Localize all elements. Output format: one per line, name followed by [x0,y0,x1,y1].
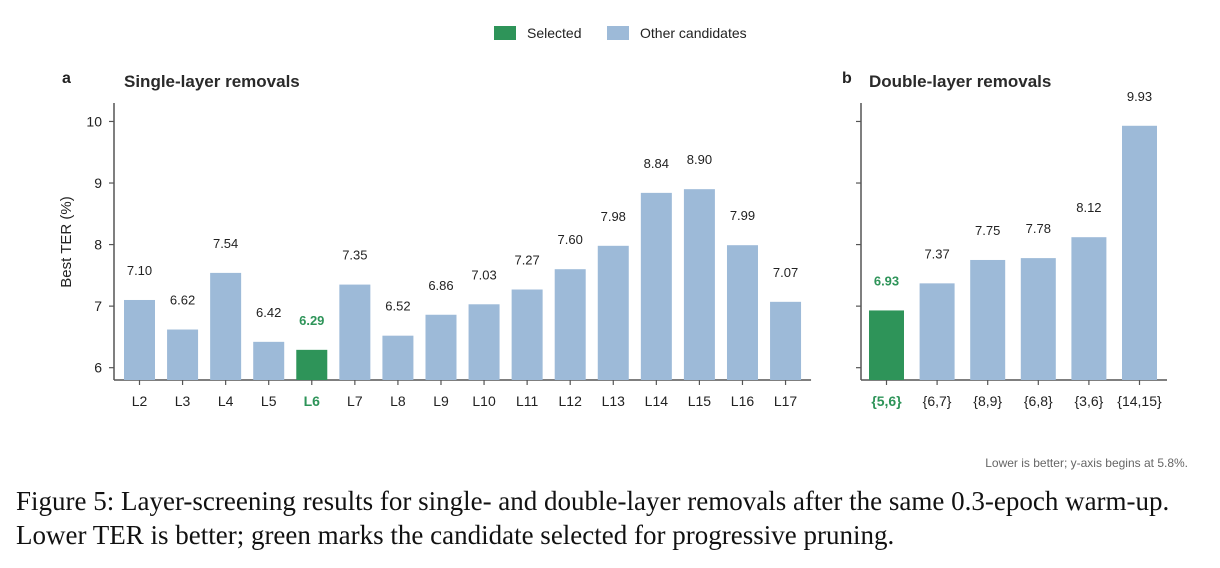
y-axis-label: Best TER (%) [58,196,75,287]
bar-value-label: 8.90 [687,152,712,167]
x-tick-label: L7 [347,393,363,409]
axis-note: Lower is better; y-axis begins at 5.8%. [985,456,1188,470]
bar-L7 [339,284,371,380]
panel-double-layer: b Double-layer removals 6.93 {5,6} 7.37 {6,… [842,70,1167,409]
figure-caption: Figure 5: Layer-screening results for si… [16,486,1170,550]
bar-value-label: 6.42 [256,305,281,320]
bar-value-label: 8.12 [1076,200,1101,215]
x-tick-label: L8 [390,393,406,409]
bar-value-label: 6.93 [874,273,899,288]
bar-L12 [554,269,586,380]
bar-value-label: 9.93 [1127,89,1152,104]
x-tick-label: {5,6} [871,393,902,409]
x-tick-label: {6,7} [923,393,952,409]
bar-L4 [210,272,242,380]
bar-value-label: 6.29 [299,313,324,328]
bar-L10 [468,304,500,380]
bar-L16 [726,245,758,380]
legend-label-selected: Selected [527,25,581,41]
bar-value-label: 6.62 [170,293,195,308]
x-tick-label: L2 [132,393,148,409]
panel-a-letter: a [62,70,71,87]
x-tick-label: {3,6} [1074,393,1103,409]
bar-value-label: 7.07 [773,265,798,280]
bar-{8,9} [970,259,1006,380]
x-tick-label: L14 [645,393,669,409]
bar-L5 [253,341,285,380]
bar-value-label: 7.60 [558,232,583,247]
legend-swatch-selected [494,26,516,40]
x-tick-label: L17 [774,393,798,409]
x-tick-label: L6 [304,393,321,409]
y-tick-label: 7 [94,298,102,314]
x-tick-label: L5 [261,393,277,409]
x-tick-label: L3 [175,393,191,409]
bar-L9 [425,314,457,380]
bar-L8 [382,335,414,380]
panel-a-title: Single-layer removals [124,72,300,91]
bar-{6,7} [919,283,955,380]
x-tick-label: L9 [433,393,449,409]
panel-single-layer: a Single-layer removals Best TER (%) 6 7 8… [58,70,812,409]
bar-{3,6} [1071,237,1107,380]
bar-value-label: 7.99 [730,208,755,223]
bar-value-label: 7.27 [514,253,539,268]
panel-b-letter: b [842,70,852,87]
bar-value-label: 7.10 [127,263,152,278]
x-tick-label: L10 [472,393,496,409]
bar-value-label: 7.37 [924,246,949,261]
x-tick-label: {8,9} [973,393,1002,409]
bar-L2 [124,299,155,380]
bar-value-label: 6.86 [428,278,453,293]
x-tick-label: {6,8} [1024,393,1053,409]
bar-value-label: 7.54 [213,236,238,251]
bar-value-label: 6.52 [385,299,410,314]
y-tick-label: 8 [94,237,102,253]
x-tick-label: L13 [602,393,626,409]
bar-L13 [597,245,629,380]
bar-selected-{5,6} [869,310,904,380]
bar-L11 [511,289,543,380]
x-tick-label: L16 [731,393,755,409]
bar-value-label: 7.78 [1026,221,1051,236]
bar-value-label: 8.84 [644,156,669,171]
bar-{14,15} [1122,125,1157,380]
bar-selected-L6 [296,349,328,380]
bar-value-label: 7.03 [471,267,496,282]
y-tick-label: 10 [86,113,102,129]
panel-b-title: Double-layer removals [869,72,1051,91]
bar-L17 [770,301,802,380]
bar-value-label: 7.35 [342,248,367,263]
legend: Selected Other candidates [494,25,747,41]
x-tick-label: L4 [218,393,234,409]
legend-swatch-other [607,26,629,40]
figure: Selected Other candidates a Single-layer… [58,25,1188,470]
y-tick-label: 6 [94,360,102,376]
bar-L3 [167,329,199,380]
x-tick-label: L15 [688,393,712,409]
x-tick-label: L12 [559,393,583,409]
x-tick-label: L11 [516,393,539,409]
bar-value-label: 7.75 [975,223,1000,238]
x-tick-label: {14,15} [1117,393,1162,409]
bar-{6,8} [1020,258,1056,380]
bar-L14 [640,192,672,380]
legend-label-other: Other candidates [640,25,747,41]
y-tick-label: 9 [94,175,102,191]
bar-L15 [683,189,715,380]
bar-value-label: 7.98 [601,209,626,224]
